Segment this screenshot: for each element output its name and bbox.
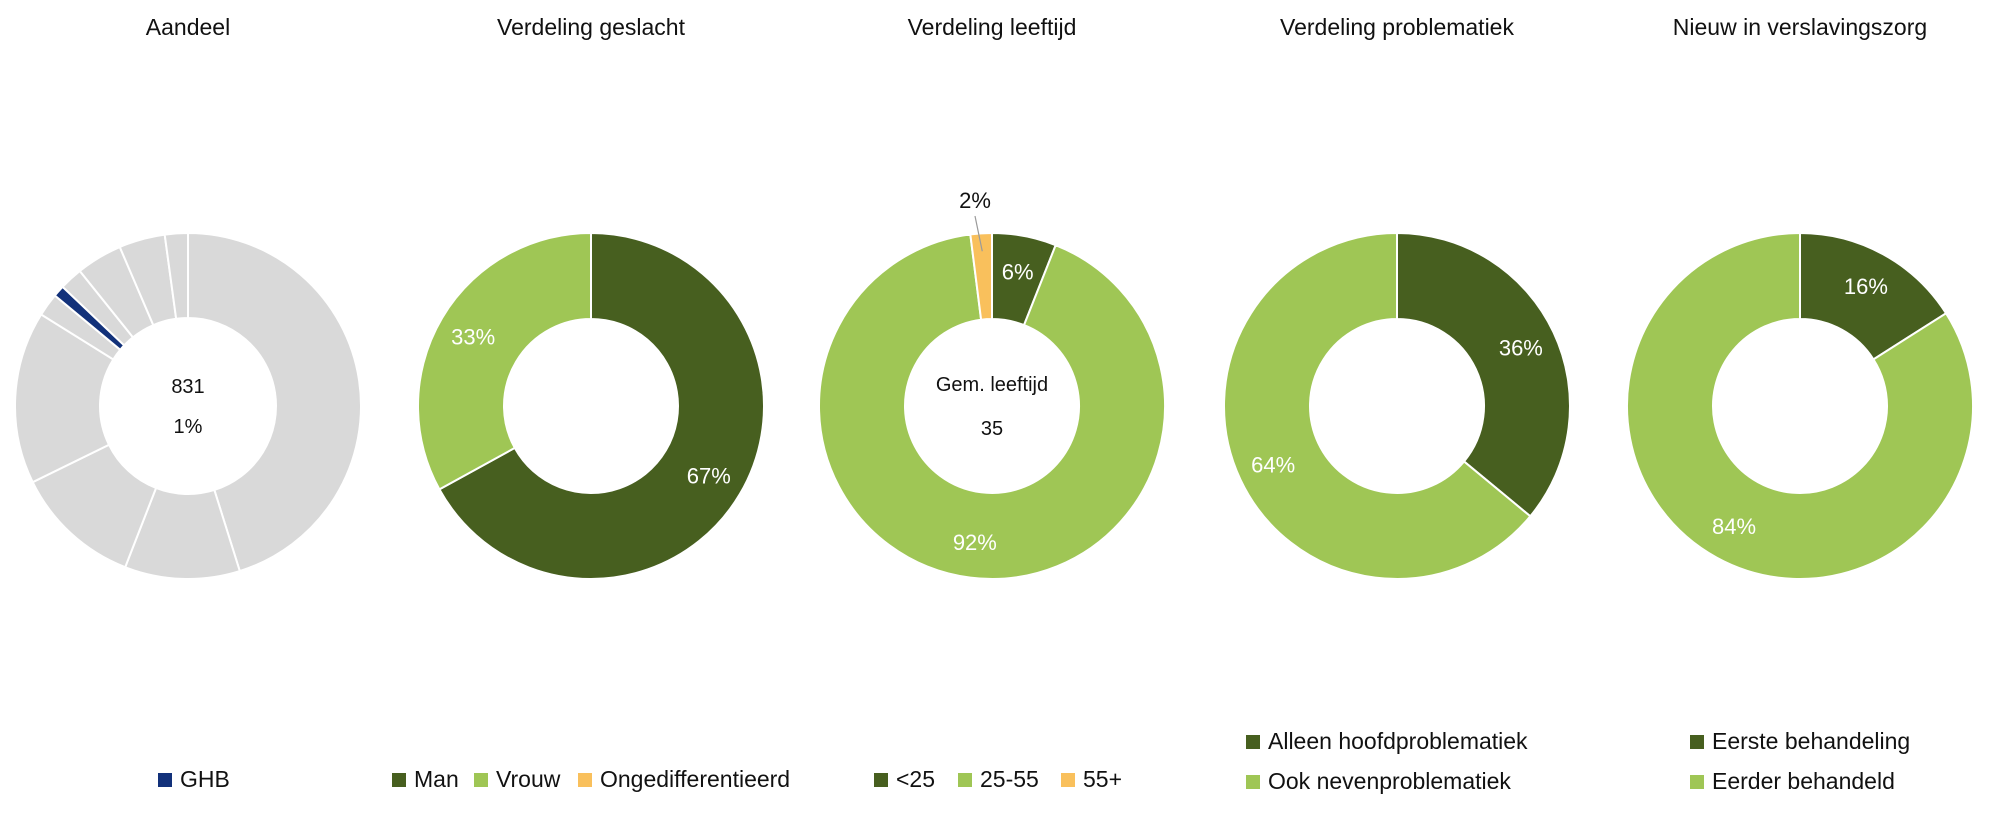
- donut-slice-vrouw: [417, 231, 592, 491]
- legend-item: Man: [392, 766, 459, 792]
- legend-swatch: [1061, 773, 1075, 787]
- legend-label: Man: [414, 766, 459, 792]
- slice-label: 16%: [1844, 274, 1888, 299]
- donut-chart-4: Nieuw in verslavingszorg 16% 84% Eerste beh…: [1626, 14, 1975, 794]
- legend-label: Vrouw: [496, 766, 561, 792]
- legend-item: Alleen hoofdproblematiek: [1246, 728, 1528, 754]
- legend-swatch: [874, 773, 888, 787]
- donut-chart-0: Aandeel 831 1% GHB: [14, 14, 362, 792]
- legend-swatch: [474, 773, 488, 787]
- legend-label: Alleen hoofdproblematiek: [1268, 728, 1528, 754]
- legend-swatch: [958, 773, 972, 787]
- donut-slice-55-: [969, 231, 993, 321]
- legend-swatch: [392, 773, 406, 787]
- legend-item: Eerder behandeld: [1690, 768, 1895, 794]
- legend-label: Eerder behandeld: [1712, 768, 1895, 794]
- legend-swatch: [1246, 735, 1260, 749]
- legend-item: 25-55: [958, 766, 1039, 792]
- donut-slice-ook-nevenproblematiek: [1223, 231, 1532, 580]
- chart-title: Verdeling problematiek: [1280, 14, 1514, 40]
- slice-label: 2%: [959, 188, 991, 213]
- legend-label: GHB: [180, 766, 230, 792]
- legend-label: Ongedifferentieerd: [600, 766, 790, 792]
- legend-item: Ook nevenproblematiek: [1246, 768, 1511, 794]
- leader-line: [974, 215, 983, 252]
- legend-label: Eerste behandeling: [1712, 728, 1910, 754]
- legend-item: Eerste behandeling: [1690, 728, 1910, 754]
- legend-label: Ook nevenproblematiek: [1268, 768, 1511, 794]
- slice-label: 36%: [1499, 336, 1543, 361]
- legend-label: <25: [896, 766, 935, 792]
- legend-item: <25: [874, 766, 935, 792]
- slice-label: 84%: [1712, 514, 1756, 539]
- donut-slice-eerder-behandeld: [1626, 231, 1975, 580]
- slice-label: 6%: [1002, 260, 1034, 285]
- legend-swatch: [1690, 735, 1704, 749]
- donut-slice-25-55: [818, 233, 1167, 580]
- center-label: 1%: [174, 416, 203, 438]
- legend-item: GHB: [158, 766, 230, 792]
- legend-item: Ongedifferentieerd: [578, 766, 790, 792]
- legend-label: 25-55: [980, 766, 1039, 792]
- donut-chart-2: Verdeling leeftijd 6% 92% 2% Gem. leeftijd 35…: [818, 14, 1167, 792]
- center-label: Gem. leeftijd: [936, 374, 1048, 396]
- center-label: 831: [171, 376, 204, 398]
- chart-title: Verdeling leeftijd: [908, 14, 1077, 40]
- legend-item: 55+: [1061, 766, 1122, 792]
- center-label: 35: [981, 418, 1003, 440]
- legend-label: 55+: [1083, 766, 1122, 792]
- legend-item: Vrouw: [474, 766, 561, 792]
- donut-chart-1: Verdeling geslacht 67% 33% Man Vrouw Ongediff…: [392, 14, 790, 792]
- donut-chart-3: Verdeling problematiek 36% 64% Alleen hoofd…: [1223, 14, 1572, 794]
- chart-title: Aandeel: [146, 14, 230, 40]
- chart-title: Nieuw in verslavingszorg: [1673, 14, 1927, 40]
- donut-slice: [187, 231, 362, 573]
- donut-slice-alleen-hoofdproblematiek: [1396, 231, 1572, 518]
- slice-label: 33%: [451, 324, 495, 349]
- legend-swatch: [1246, 775, 1260, 789]
- legend-swatch: [158, 773, 172, 787]
- donut-slice: [163, 231, 189, 320]
- slice-label: 92%: [953, 530, 997, 555]
- slice-label: 67%: [687, 464, 731, 489]
- legend-swatch: [1690, 775, 1704, 789]
- chart-title: Verdeling geslacht: [497, 14, 686, 40]
- legend-swatch: [578, 773, 592, 787]
- slice-label: 64%: [1251, 452, 1295, 477]
- donut-slice-man: [438, 231, 765, 580]
